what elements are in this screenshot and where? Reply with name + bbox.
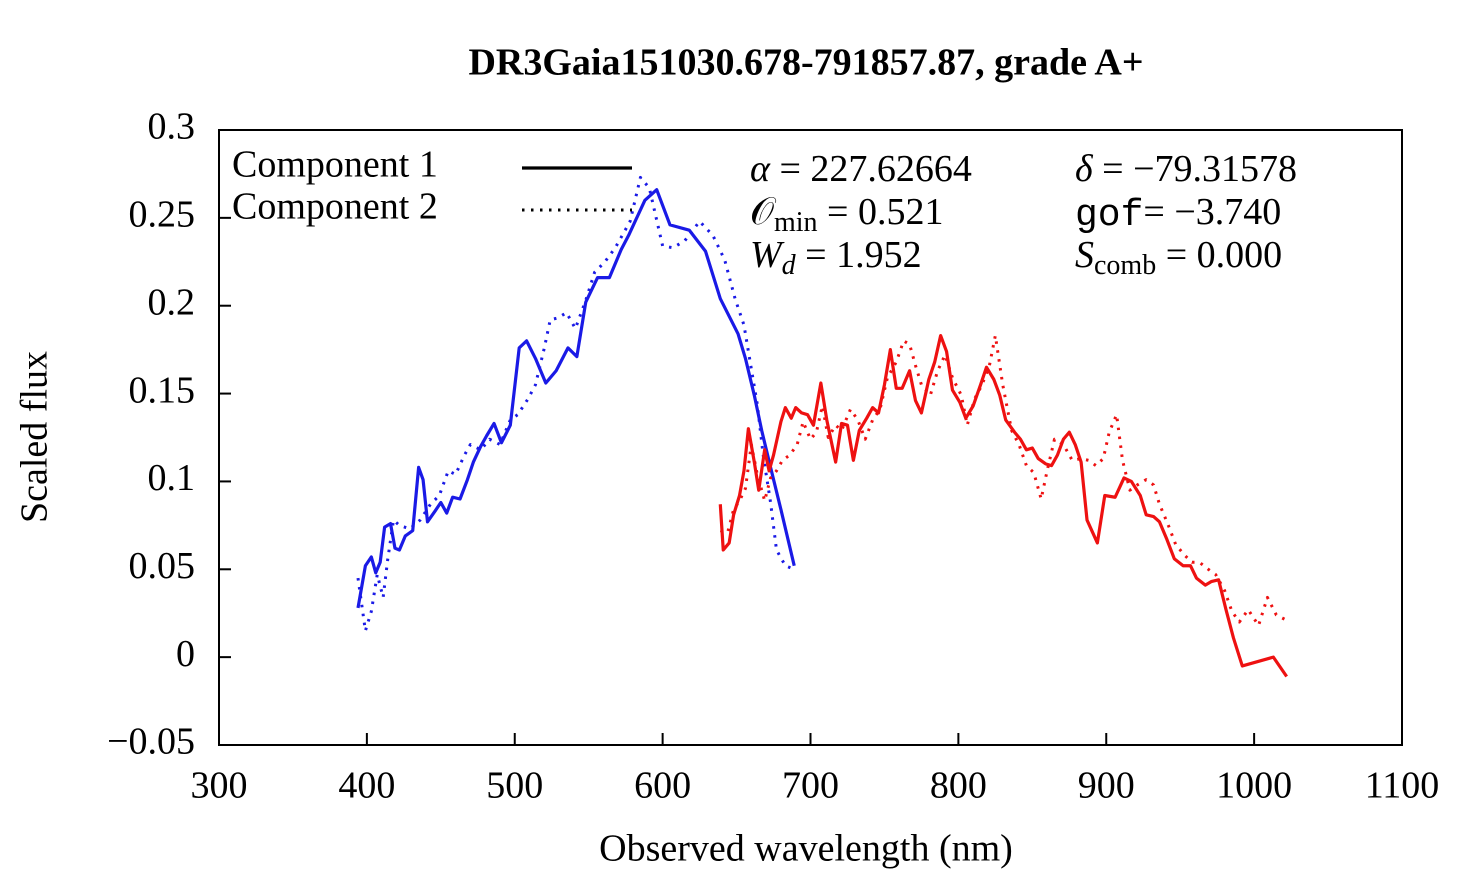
x-tick-label: 300	[191, 765, 248, 807]
annotation-part: min	[774, 207, 818, 238]
x-tick-label: 800	[930, 765, 987, 807]
x-tick-label: 1100	[1365, 765, 1440, 807]
annotation-part: d	[782, 250, 797, 281]
annotation-part: α	[750, 148, 771, 190]
annotation: gof= −3.740	[1075, 191, 1281, 237]
x-tick-label: 400	[338, 765, 395, 807]
annotation: α = 227.62664	[750, 148, 972, 190]
y-tick-label: 0.15	[129, 369, 196, 411]
annotation: Wd = 1.952	[750, 234, 922, 282]
annotation-part: = −79.31578	[1093, 148, 1297, 190]
chart-title: DR3Gaia151030.678-791857.87, grade A+	[468, 42, 1143, 84]
y-tick-label: 0.25	[129, 194, 196, 236]
annotation: Scomb = 0.000	[1075, 234, 1282, 282]
plot-frame	[218, 129, 1403, 746]
legend-label: Component 2	[232, 186, 438, 228]
y-tick-label: 0.05	[129, 545, 196, 587]
data-line	[356, 188, 796, 609]
y-tick-label: −0.05	[107, 721, 195, 763]
annotation-part: gof	[1075, 194, 1143, 237]
annotation-part: δ	[1075, 148, 1094, 190]
annotation-part: 𝒪	[750, 191, 777, 233]
y-tick-label: 0.2	[148, 281, 196, 323]
x-tick-label: 900	[1078, 765, 1135, 807]
x-tick-label: 700	[782, 765, 839, 807]
x-tick-label: 500	[486, 765, 543, 807]
legend-label: Component 1	[232, 144, 438, 186]
x-tick-label: 600	[634, 765, 691, 807]
x-axis-label: Observed wavelength (nm)	[599, 828, 1013, 870]
data-line	[356, 175, 795, 633]
annotation-part: = 1.952	[796, 234, 922, 276]
annotation-part: = 0.521	[818, 191, 944, 233]
annotation-part: W	[750, 234, 785, 276]
annotation-part: = 0.000	[1156, 234, 1282, 276]
y-tick-label: 0.1	[148, 457, 196, 499]
data-line	[719, 334, 1288, 628]
annotation-part: = 227.62664	[770, 148, 972, 190]
annotation: 𝒪min = 0.521	[750, 191, 943, 239]
annotation: δ = −79.31578	[1075, 148, 1297, 190]
y-tick-label: 0	[176, 633, 195, 675]
annotation-part: = −3.740	[1143, 191, 1281, 233]
y-axis-label: Scaled flux	[14, 351, 56, 523]
x-tick-label: 1000	[1216, 765, 1292, 807]
annotation-part: comb	[1094, 250, 1156, 281]
annotation-part: S	[1075, 234, 1094, 276]
y-tick-label: 0.3	[148, 106, 196, 148]
